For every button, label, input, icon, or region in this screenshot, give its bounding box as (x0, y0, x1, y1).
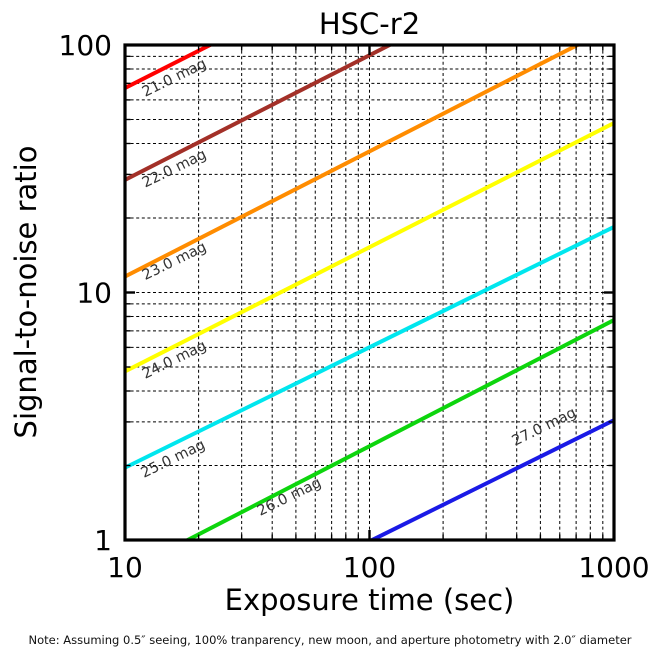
magnitude-line-22.0-mag (125, 45, 394, 182)
magnitude-line-label: 26.0 mag (255, 475, 324, 520)
magnitude-line-25.0-mag (125, 225, 614, 470)
magnitude-line-23.0-mag (125, 45, 582, 279)
plot-frame (123, 43, 616, 542)
magnitude-line-27.0-mag (367, 418, 614, 540)
x-tick-label: 1000 (578, 551, 649, 584)
x-tick-label: 10 (107, 551, 143, 584)
y-tick-label: 100 (59, 29, 112, 62)
y-tick-label: 1 (94, 524, 112, 557)
magnitude-line-24.0-mag (125, 121, 614, 374)
axes-frame (123, 43, 616, 542)
grid-lines (125, 45, 614, 540)
chart-title: HSC-r2 (318, 7, 421, 41)
footnote: Note: Assuming 0.5″ seeing, 100% tranpar… (28, 633, 632, 647)
x-axis-label: Exposure time (sec) (224, 583, 515, 617)
x-tick-label: 100 (343, 551, 396, 584)
y-tick-label: 10 (76, 277, 112, 310)
magnitude-line-21.0-mag (125, 45, 215, 90)
series-lines (125, 45, 614, 540)
magnitude-line-26.0-mag (183, 318, 614, 540)
